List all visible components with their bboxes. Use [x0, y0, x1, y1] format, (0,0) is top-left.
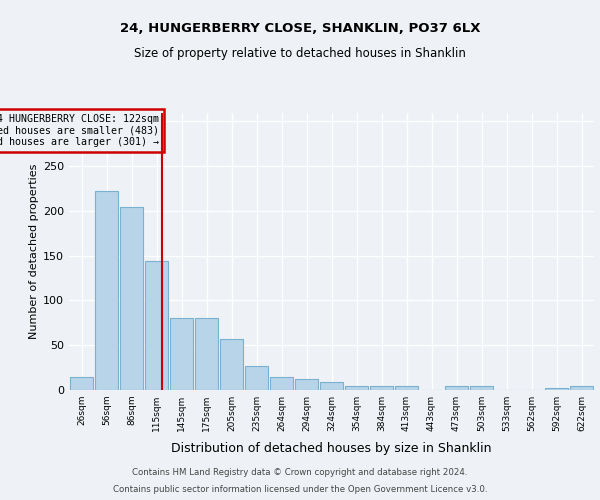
Text: 24 HUNGERBERRY CLOSE: 122sqm
← 62% of detached houses are smaller (483)
38% of s: 24 HUNGERBERRY CLOSE: 122sqm ← 62% of de…	[0, 114, 158, 148]
Bar	[370, 386, 394, 390]
Y-axis label: Number of detached properties: Number of detached properties	[29, 164, 39, 339]
X-axis label: Distribution of detached houses by size in Shanklin: Distribution of detached houses by size …	[171, 442, 492, 456]
Bar	[395, 386, 418, 390]
Bar	[269, 378, 293, 390]
Bar	[170, 318, 193, 390]
Bar	[220, 339, 244, 390]
Bar	[245, 366, 268, 390]
Bar	[194, 318, 218, 390]
Text: 24, HUNGERBERRY CLOSE, SHANKLIN, PO37 6LX: 24, HUNGERBERRY CLOSE, SHANKLIN, PO37 6L…	[120, 22, 480, 36]
Text: Contains public sector information licensed under the Open Government Licence v3: Contains public sector information licen…	[113, 484, 487, 494]
Text: Contains HM Land Registry data © Crown copyright and database right 2024.: Contains HM Land Registry data © Crown c…	[132, 468, 468, 477]
Bar	[344, 386, 368, 390]
Bar	[95, 192, 118, 390]
Text: Size of property relative to detached houses in Shanklin: Size of property relative to detached ho…	[134, 48, 466, 60]
Bar	[145, 261, 169, 390]
Bar	[320, 382, 343, 390]
Bar	[545, 388, 568, 390]
Bar	[470, 386, 493, 390]
Bar	[295, 380, 319, 390]
Bar	[119, 208, 143, 390]
Bar	[70, 376, 94, 390]
Bar	[445, 386, 469, 390]
Bar	[569, 386, 593, 390]
